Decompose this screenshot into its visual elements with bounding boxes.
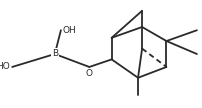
Text: O: O (85, 69, 92, 78)
Text: HO: HO (0, 62, 10, 71)
Text: B: B (52, 49, 58, 59)
Text: OH: OH (63, 26, 76, 35)
